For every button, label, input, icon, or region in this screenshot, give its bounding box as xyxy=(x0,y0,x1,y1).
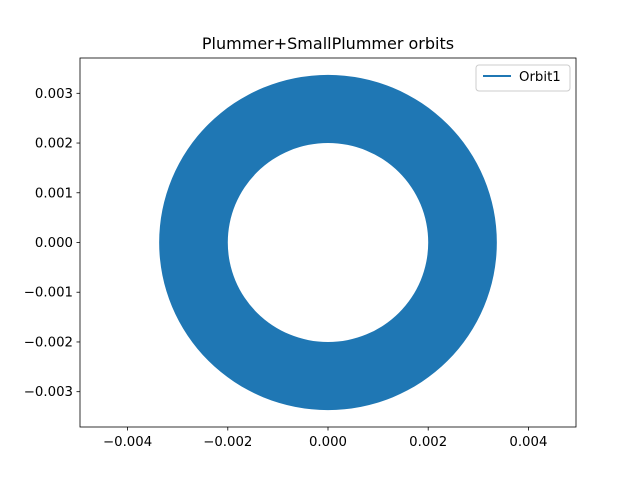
y-tick-label: 0.003 xyxy=(35,87,73,102)
x-tick-label: −0.004 xyxy=(103,435,152,450)
series-orbit1-path xyxy=(159,74,497,411)
x-axis-ticks: −0.004 −0.002 0.000 0.002 0.004 xyxy=(103,427,547,450)
y-tick-label: 0.000 xyxy=(35,236,73,251)
x-tick-label: 0.004 xyxy=(509,435,547,450)
y-tick-label: −0.002 xyxy=(24,335,73,350)
legend-box xyxy=(475,64,571,92)
legend: Orbit1 xyxy=(475,64,571,92)
chart-title: Plummer+SmallPlummer orbits xyxy=(202,34,454,53)
x-tick-label: 0.000 xyxy=(309,435,347,450)
x-tick-label: 0.002 xyxy=(409,435,447,450)
y-axis-ticks: −0.003 −0.002 −0.001 0.000 0.001 0.002 0.003 xyxy=(24,87,80,400)
y-tick-label: −0.003 xyxy=(24,385,73,400)
x-tick-label: −0.002 xyxy=(203,435,252,450)
y-tick-label: 0.001 xyxy=(35,186,73,201)
y-tick-label: −0.001 xyxy=(24,286,73,301)
data-layer xyxy=(159,74,497,411)
legend-label-orbit1: Orbit1 xyxy=(519,70,561,85)
y-tick-label: 0.002 xyxy=(35,137,73,152)
